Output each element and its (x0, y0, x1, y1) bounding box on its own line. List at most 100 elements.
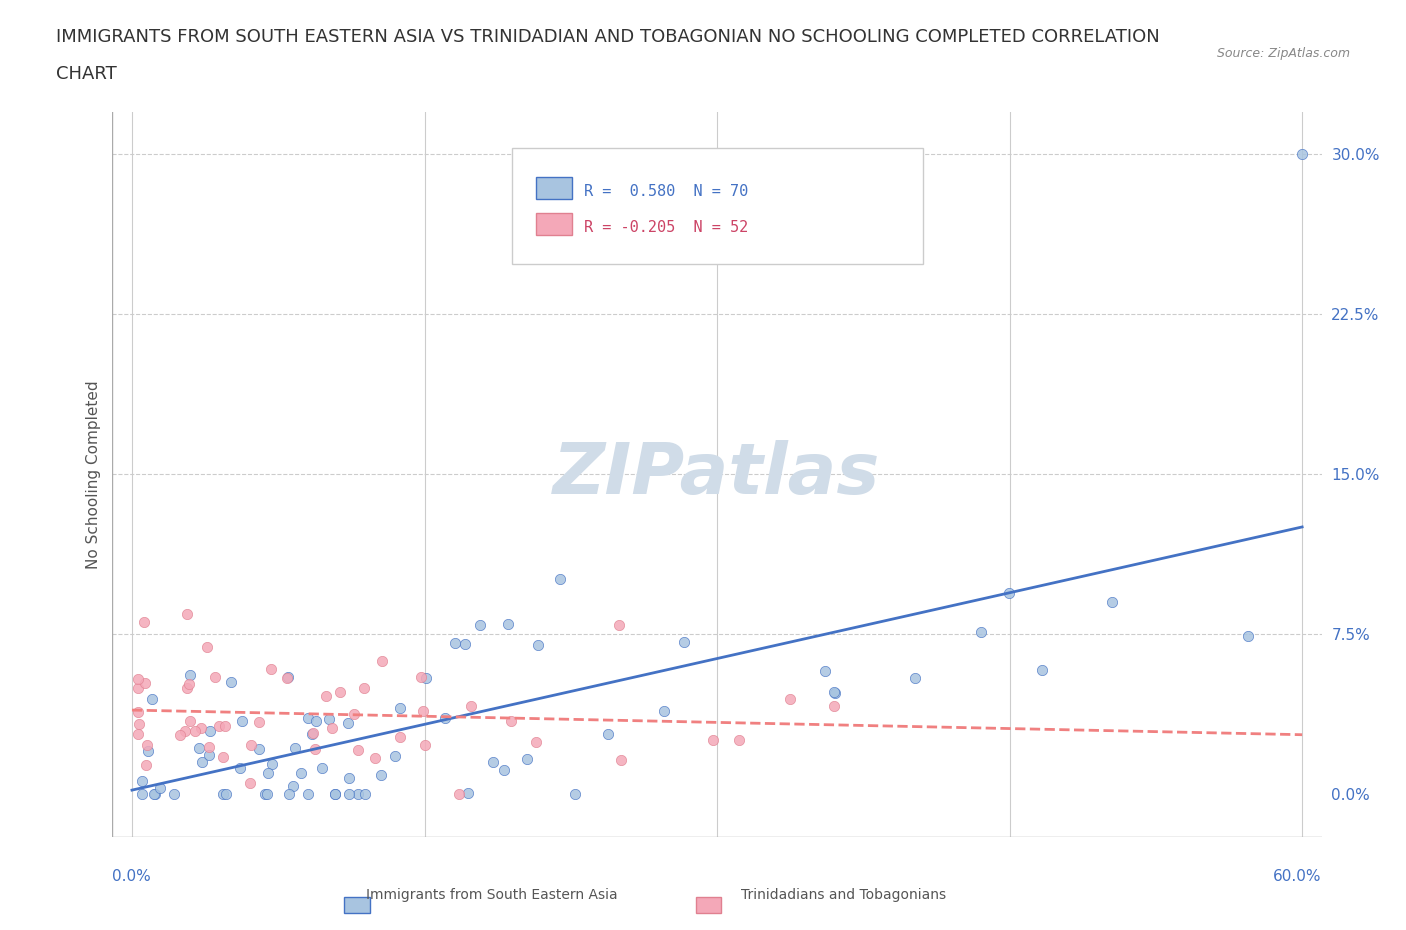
Point (413, 737, 436, 752)
Point (318, 711, 340, 726)
Point (779, 692, 801, 707)
Point (127, 726, 149, 741)
Point (311, 761, 333, 776)
Point (389, 701, 412, 716)
Text: 60.0%: 60.0% (1274, 869, 1322, 883)
Point (353, 681, 375, 696)
Point (501, 713, 523, 728)
Point (173, 724, 195, 738)
Point (176, 681, 198, 696)
Text: R =  0.580  N = 70: R = 0.580 N = 70 (583, 184, 748, 199)
Point (305, 713, 328, 728)
Point (127, 704, 149, 719)
FancyBboxPatch shape (512, 148, 922, 264)
Point (191, 754, 214, 769)
Point (257, 765, 280, 780)
Point (1031, 662, 1053, 677)
Point (384, 749, 406, 764)
Point (492, 763, 515, 777)
Point (516, 751, 538, 766)
Text: Immigrants from South Eastern Asia: Immigrants from South Eastern Asia (367, 888, 617, 902)
Point (127, 681, 149, 696)
Point (672, 634, 695, 649)
Point (231, 713, 253, 728)
Point (176, 606, 198, 621)
Point (136, 737, 159, 752)
Bar (536, 177, 572, 199)
Point (163, 787, 186, 802)
Point (347, 787, 370, 802)
Point (904, 671, 927, 685)
Point (297, 711, 319, 725)
Point (290, 765, 312, 780)
Point (1101, 594, 1123, 609)
Point (823, 698, 845, 713)
Point (212, 750, 235, 764)
Point (247, 742, 270, 757)
Text: Trinidadians and Tobagonians: Trinidadians and Tobagonians (741, 888, 946, 902)
Point (337, 770, 360, 785)
Point (197, 739, 219, 754)
Point (302, 725, 325, 740)
Point (184, 724, 207, 738)
Point (135, 758, 157, 773)
Point (188, 741, 211, 756)
Point (179, 668, 201, 683)
Point (249, 714, 271, 729)
Point (457, 786, 479, 801)
Point (190, 721, 212, 736)
Point (131, 787, 153, 802)
Point (325, 787, 347, 802)
Point (337, 715, 360, 730)
Point (127, 671, 149, 686)
Point (214, 718, 236, 733)
Point (329, 684, 352, 699)
Point (304, 741, 326, 756)
Point (212, 787, 235, 802)
Point (823, 684, 845, 699)
Point (364, 751, 387, 765)
Point (610, 752, 633, 767)
Point (370, 768, 392, 783)
Point (496, 617, 519, 631)
Point (169, 727, 191, 742)
Point (343, 707, 366, 722)
Point (128, 717, 150, 732)
Point (460, 698, 482, 713)
Point (297, 787, 319, 802)
Point (447, 787, 470, 802)
Point (240, 738, 263, 753)
Point (409, 670, 432, 684)
Point (262, 757, 284, 772)
Point (388, 730, 411, 745)
Point (131, 774, 153, 789)
Point (197, 748, 219, 763)
Point (204, 670, 226, 684)
Point (277, 670, 299, 684)
Point (136, 743, 159, 758)
Point (321, 721, 343, 736)
Point (444, 636, 467, 651)
Point (524, 735, 547, 750)
Text: R = -0.205  N = 52: R = -0.205 N = 52 (583, 220, 748, 235)
Point (221, 674, 243, 689)
Point (276, 671, 298, 685)
Y-axis label: No Schooling Completed: No Schooling Completed (86, 380, 101, 568)
Point (415, 671, 437, 686)
Point (256, 787, 278, 802)
Point (284, 741, 307, 756)
Point (177, 676, 200, 691)
Point (370, 654, 392, 669)
Text: IMMIGRANTS FROM SOUTH EASTERN ASIA VS TRINIDADIAN AND TOBAGONIAN NO SCHOOLING CO: IMMIGRANTS FROM SOUTH EASTERN ASIA VS TR… (56, 28, 1160, 46)
Text: Source: ZipAtlas.com: Source: ZipAtlas.com (1216, 46, 1350, 60)
Point (229, 761, 252, 776)
Point (149, 781, 172, 796)
Point (134, 675, 156, 690)
Point (607, 618, 630, 632)
Bar (536, 213, 572, 235)
Text: CHART: CHART (56, 65, 117, 83)
Point (195, 640, 218, 655)
Point (215, 787, 238, 802)
Point (254, 787, 277, 802)
Point (179, 713, 201, 728)
